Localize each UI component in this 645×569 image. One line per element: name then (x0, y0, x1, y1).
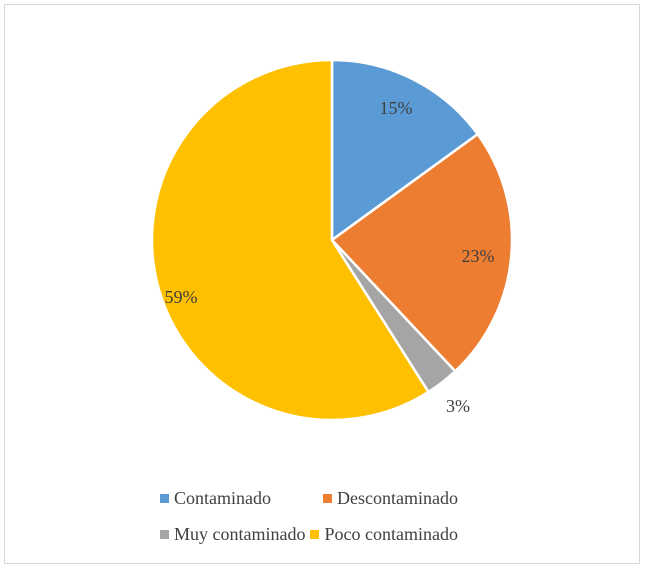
legend-swatch-poco-contaminado (310, 530, 319, 539)
legend-swatch-descontaminado (323, 494, 332, 503)
legend-item-contaminado: Contaminado (160, 488, 271, 509)
legend-item-poco-contaminado: Poco contaminado (310, 524, 457, 545)
legend-item-muy-contaminado: Muy contaminado (160, 524, 305, 545)
legend-swatch-contaminado (160, 494, 169, 503)
data-label-muy-contaminado: 3% (446, 396, 470, 416)
legend-label-muy-contaminado: Muy contaminado (174, 524, 305, 545)
legend-label-descontaminado: Descontaminado (337, 488, 458, 509)
legend-row-2: Muy contaminado Poco contaminado (0, 516, 645, 552)
data-label-poco-contaminado: 59% (165, 287, 198, 307)
legend-label-contaminado: Contaminado (174, 488, 271, 509)
legend-row-1: Contaminado Descontaminado (0, 480, 645, 516)
legend: Contaminado Descontaminado Muy contamina… (0, 480, 645, 552)
legend-label-poco-contaminado: Poco contaminado (324, 524, 457, 545)
legend-item-descontaminado: Descontaminado (323, 488, 458, 509)
data-label-contaminado: 15% (380, 98, 413, 118)
data-label-descontaminado: 23% (462, 246, 495, 266)
legend-swatch-muy-contaminado (160, 530, 169, 539)
